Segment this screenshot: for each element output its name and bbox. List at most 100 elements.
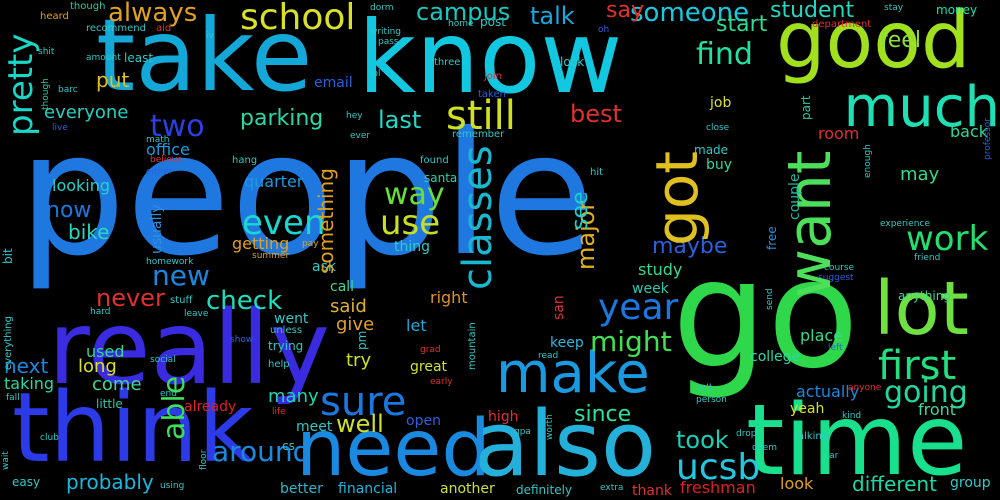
word-amount: amount: [86, 53, 121, 63]
word-last: last: [378, 106, 422, 134]
word-job: job: [710, 95, 732, 111]
word-least: least: [124, 51, 154, 65]
word-though: though: [70, 1, 106, 12]
word-already: already: [184, 399, 237, 415]
word-kind: kind: [842, 411, 862, 421]
word-well: well: [336, 410, 384, 438]
word-san: san: [551, 295, 567, 320]
word-send: send: [765, 288, 775, 310]
word-work: work: [906, 219, 989, 259]
word-group: group: [950, 475, 991, 491]
word-though2: though: [41, 78, 51, 110]
word-life: life: [272, 407, 286, 417]
word-around: around: [212, 435, 311, 468]
word-pretty: pretty: [1, 33, 41, 136]
word-definitely: definitely: [516, 483, 573, 497]
word-long: long: [78, 356, 117, 377]
word-see: see: [568, 191, 593, 230]
word-wait: wait: [1, 451, 11, 470]
word-thing: thing: [394, 239, 431, 255]
word-chem: chem: [752, 443, 777, 453]
word-dorm: dorm: [370, 3, 394, 13]
word-read: read: [538, 351, 559, 361]
word-take: take: [96, 0, 313, 114]
word-course: course: [824, 263, 855, 273]
word-go: go: [672, 228, 859, 402]
word-person: person: [696, 395, 727, 405]
word-went: went: [274, 311, 309, 327]
word-santa: santa: [424, 171, 458, 185]
word-bit: bit: [1, 248, 15, 264]
word-used: used: [86, 342, 125, 361]
word-feel: feel: [880, 28, 921, 53]
word-student: student: [770, 0, 855, 23]
word-money: money: [936, 3, 978, 17]
word-call: call: [330, 279, 355, 295]
word-time: time: [746, 384, 968, 498]
word-pass: pass: [378, 37, 399, 47]
word-gpa: gpa: [514, 427, 531, 437]
word-either: either: [146, 167, 173, 177]
word-looking: looking: [52, 176, 111, 195]
word-school: school: [240, 0, 356, 38]
word-make: make: [496, 341, 650, 406]
word-new: new: [152, 259, 210, 292]
word-early: early: [430, 377, 453, 387]
word-drop: drop: [736, 429, 757, 439]
word-join: join: [484, 71, 503, 82]
word-taking: taking: [4, 374, 55, 393]
word-got: got: [643, 150, 711, 246]
word-leave: leave: [184, 309, 209, 319]
word-cs: cs: [282, 439, 295, 453]
word-might: might: [590, 325, 672, 358]
word-ask: ask: [312, 259, 336, 275]
word-college: college: [750, 349, 801, 365]
word-sure: sure: [320, 379, 407, 425]
word-good: good: [776, 0, 971, 86]
word-quarter: quarter: [244, 172, 304, 191]
word-took: took: [676, 426, 729, 454]
word-week: week: [632, 281, 669, 297]
word-going: going: [884, 375, 968, 410]
word-far: far: [826, 451, 839, 461]
word-unless: unless: [270, 325, 303, 336]
word-always: always: [108, 0, 198, 28]
word-probably: probably: [66, 470, 154, 494]
word-experience: experience: [880, 219, 930, 229]
word-actually: actually: [796, 382, 860, 401]
word-floor: floor: [199, 449, 209, 470]
word-talk: talk: [530, 2, 575, 30]
word-barc: barc: [58, 85, 78, 95]
word-usually: usually: [149, 204, 165, 254]
word-homework: homework: [146, 257, 194, 267]
word-stay: stay: [884, 3, 904, 13]
word-home: home: [448, 19, 474, 29]
word-better: better: [280, 481, 323, 497]
word-room: room: [818, 124, 860, 143]
word-little: little: [96, 397, 123, 411]
word-end: end: [160, 389, 177, 399]
word-part: part: [799, 95, 813, 120]
word-extra: extra: [600, 483, 624, 493]
word-still: still: [446, 93, 516, 139]
word-lol: lol: [370, 69, 381, 79]
word-shit: shit: [38, 47, 55, 57]
word-summer: summer: [252, 251, 290, 261]
word-freshman: freshman: [680, 478, 756, 497]
word-bike: bike: [68, 220, 110, 244]
word-live: live: [52, 123, 68, 133]
word-anything: anything: [898, 289, 951, 303]
word-financial: financial: [338, 481, 398, 497]
word-know: know: [358, 0, 623, 116]
word-using: using: [160, 481, 185, 491]
word-may: may: [900, 164, 940, 185]
word-social: social: [150, 355, 176, 365]
word-meet: meet: [296, 419, 333, 435]
word-really: really: [48, 289, 330, 408]
word-grad: grad: [420, 345, 441, 355]
word-lot: lot: [874, 266, 969, 352]
word-everyone: everyone: [44, 102, 129, 123]
word-left: left: [828, 343, 843, 353]
word-lock: lock: [560, 55, 585, 69]
